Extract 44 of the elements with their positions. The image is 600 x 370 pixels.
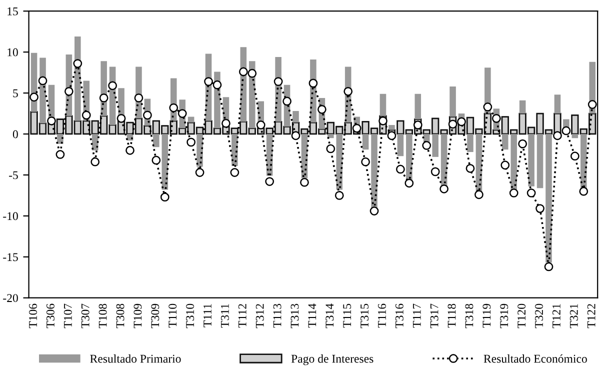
x-tick-label: T308 [116, 304, 124, 328]
x-tick-label: T122 [587, 304, 596, 328]
x-tick-label: T107 [64, 304, 72, 328]
x-tick-label: T311 [220, 304, 229, 328]
x-tick-label: T320 [535, 304, 543, 328]
x-tick-label: T110 [168, 304, 177, 328]
x-tick-label: T121 [552, 304, 560, 328]
y-tick-label: -20 [3, 294, 18, 302]
y-tick-label: 0 [12, 130, 18, 138]
x-tick-label: T315 [360, 304, 368, 328]
y-tick-label: -5 [8, 171, 18, 180]
y-tick-label: -10 [3, 212, 18, 220]
x-tick-label: T312 [256, 304, 264, 328]
x-tick-label: T318 [465, 304, 474, 328]
x-tick-label: T316 [395, 304, 404, 328]
x-tick-label: T113 [273, 304, 282, 328]
legend-label: Resultado Primario [90, 354, 181, 363]
legend-label: Pago de Intereses [291, 354, 374, 366]
x-tick-label: T115 [343, 304, 352, 328]
x-tick-label: T108 [98, 304, 107, 328]
x-tick-label: T310 [186, 304, 194, 328]
x-tick-label: T109 [134, 304, 142, 328]
x-tick-label: T306 [46, 304, 54, 328]
x-tick-label: T321 [570, 304, 578, 328]
y-tick-label: 5 [13, 89, 18, 98]
x-tick-label: T106 [29, 304, 37, 328]
x-tick-label: T314 [326, 304, 334, 328]
x-tick-label: T319 [500, 304, 508, 328]
y-tick-label: 15 [8, 7, 18, 16]
y-tick-label: 10 [8, 48, 18, 56]
legend-label: Resultado Económico [484, 354, 587, 363]
x-tick-label: T114 [308, 304, 316, 328]
x-tick-label: T111 [204, 304, 212, 328]
x-tick-label: T119 [482, 304, 491, 328]
x-tick-label: T116 [378, 304, 386, 328]
x-tick-label: T120 [518, 304, 526, 328]
x-tick-label: T112 [238, 304, 246, 328]
x-tick-label: T307 [81, 304, 90, 328]
x-tick-label: T313 [290, 304, 299, 328]
x-tick-label: T117 [412, 304, 421, 328]
x-tick-label: T309 [151, 304, 160, 328]
x-tick-label: T317 [430, 304, 438, 328]
y-tick-label: -15 [3, 253, 18, 262]
x-tick-label: T118 [448, 304, 456, 328]
